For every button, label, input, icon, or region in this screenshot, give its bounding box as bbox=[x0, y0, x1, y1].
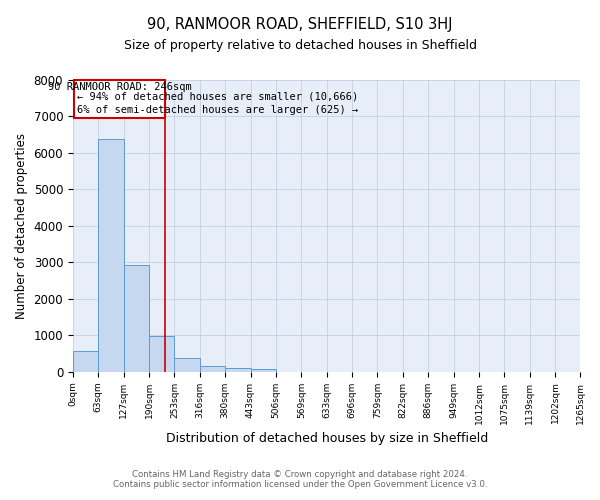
Bar bbox=[124, 264, 149, 372]
Y-axis label: Number of detached properties: Number of detached properties bbox=[15, 133, 28, 319]
Bar bbox=[149, 336, 175, 372]
Text: Contains HM Land Registry data © Crown copyright and database right 2024.
Contai: Contains HM Land Registry data © Crown c… bbox=[113, 470, 487, 489]
Bar bbox=[98, 139, 124, 372]
Bar bbox=[200, 366, 225, 372]
Text: 90, RANMOOR ROAD, SHEFFIELD, S10 3HJ: 90, RANMOOR ROAD, SHEFFIELD, S10 3HJ bbox=[147, 18, 453, 32]
X-axis label: Distribution of detached houses by size in Sheffield: Distribution of detached houses by size … bbox=[166, 432, 488, 445]
Text: ← 94% of detached houses are smaller (10,666): ← 94% of detached houses are smaller (10… bbox=[77, 91, 358, 101]
Bar bbox=[251, 370, 276, 372]
Bar bbox=[74, 80, 165, 118]
Bar bbox=[225, 368, 251, 372]
Bar bbox=[73, 351, 98, 372]
Text: 90 RANMOOR ROAD: 246sqm: 90 RANMOOR ROAD: 246sqm bbox=[47, 82, 191, 92]
Bar bbox=[175, 358, 200, 372]
Text: 6% of semi-detached houses are larger (625) →: 6% of semi-detached houses are larger (6… bbox=[77, 105, 358, 115]
Text: Size of property relative to detached houses in Sheffield: Size of property relative to detached ho… bbox=[124, 39, 476, 52]
